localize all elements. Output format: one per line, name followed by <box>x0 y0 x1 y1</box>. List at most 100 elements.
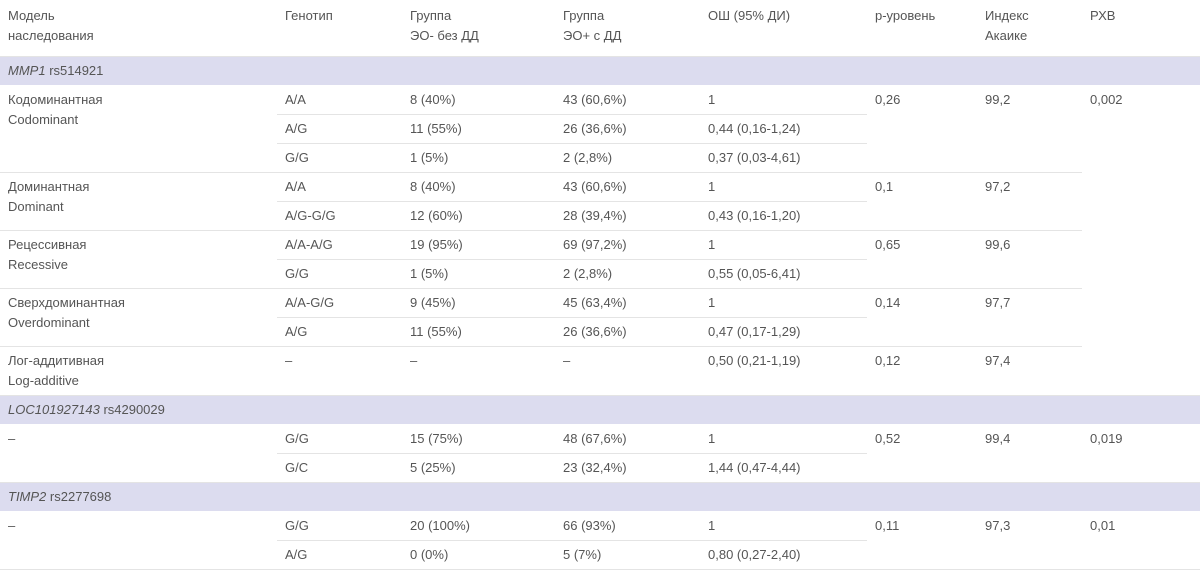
cell: A/A-G/G <box>277 288 402 318</box>
cell: 0,80 (0,27-2,40) <box>700 540 867 570</box>
data-row: Кодоминантная Codominant A/A 8 (40%) 43 (60… <box>0 85 1200 396</box>
cell: 11 (55%) <box>402 317 555 347</box>
cell: 19 (95%) <box>402 230 555 260</box>
header-cell: ОШ (95% ДИ) <box>700 0 867 57</box>
data-row: – G/G 15 (75%) 48 (67,6%) 1 0,52 99,4 0,019 <box>0 424 1200 483</box>
data-row: Сверхдоминантная Overdominant A/A-G/G 9 (4… <box>0 288 1200 347</box>
table-body: MMP1 rs514921 Кодоминантная Codominant A/A… <box>0 56 1200 570</box>
cell: A/A <box>277 172 402 202</box>
cell: G/G <box>277 424 402 454</box>
section-row: MMP1 rs514921 <box>0 56 1200 86</box>
cell: 0,55 (0,05-6,41) <box>700 259 867 289</box>
p-value: 0,12 <box>867 346 977 396</box>
cell: 2 (2,8%) <box>555 143 700 173</box>
cell: 0,44 (0,16-1,24) <box>700 114 867 144</box>
model-cell: Доминантная Dominant <box>0 172 277 231</box>
section-title: LOC101927143 rs4290029 <box>0 395 1200 425</box>
rxv: 0,002 <box>1082 85 1200 396</box>
cell: 43 (60,6%) <box>555 172 700 202</box>
cell: A/A <box>277 85 402 115</box>
cell: A/G <box>277 317 402 347</box>
header-cell: Группа ЭО- без ДД <box>402 0 555 57</box>
cell: 8 (40%) <box>402 172 555 202</box>
cell: 9 (45%) <box>402 288 555 318</box>
aic: 97,4 <box>977 346 1082 396</box>
cell: 1 <box>700 230 867 260</box>
section-row: LOC101927143 rs4290029 <box>0 395 1200 425</box>
model-cell: Кодоминантная Codominant <box>0 85 277 173</box>
p-value: 0,65 <box>867 230 977 289</box>
rxv: 0,019 <box>1082 424 1200 483</box>
cell: 1,44 (0,47-4,44) <box>700 453 867 483</box>
model-cell: Лог-аддитивная Log-additive <box>0 346 277 396</box>
cell: – <box>277 346 402 396</box>
cell: 5 (25%) <box>402 453 555 483</box>
aic: 99,2 <box>977 85 1082 173</box>
header-cell: Модель наследования <box>0 0 277 57</box>
cell: 43 (60,6%) <box>555 85 700 115</box>
header-cell: РХВ <box>1082 0 1200 57</box>
cell: 8 (40%) <box>402 85 555 115</box>
data-row: A/G 11 (55%) 26 (36,6%) 0,47 (0,17-1,29) <box>0 317 1200 347</box>
p-value: 0,14 <box>867 288 977 347</box>
cell: 66 (93%) <box>555 511 700 541</box>
header-row: Модель наследования Генотип Группа ЭО- без… <box>0 0 1200 57</box>
cell: – <box>402 346 555 396</box>
gene-name: MMP1 <box>8 63 46 78</box>
section-title: MMP1 rs514921 <box>0 56 1200 86</box>
header-cell: p-уровень <box>867 0 977 57</box>
cell: 23 (32,4%) <box>555 453 700 483</box>
p-value: 0,1 <box>867 172 977 231</box>
cell: 5 (7%) <box>555 540 700 570</box>
gene-name: LOC101927143 <box>8 402 100 417</box>
cell: 1 <box>700 424 867 454</box>
header-cell: Индекс Акаике <box>977 0 1082 57</box>
model-cell: – <box>0 511 277 570</box>
header-cell: Генотип <box>277 0 402 57</box>
cell: 1 <box>700 172 867 202</box>
cell: A/G <box>277 114 402 144</box>
cell: 20 (100%) <box>402 511 555 541</box>
data-row: G/G 1 (5%) 2 (2,8%) 0,37 (0,03-4,61) <box>0 143 1200 173</box>
cell: 2 (2,8%) <box>555 259 700 289</box>
p-value: 0,11 <box>867 511 977 570</box>
cell: 11 (55%) <box>402 114 555 144</box>
cell: A/G-G/G <box>277 201 402 231</box>
p-value: 0,26 <box>867 85 977 173</box>
section-title: TIMP2 rs2277698 <box>0 482 1200 512</box>
section-row: TIMP2 rs2277698 <box>0 482 1200 512</box>
model-cell: – <box>0 424 277 483</box>
cell: 0,47 (0,17-1,29) <box>700 317 867 347</box>
cell: G/G <box>277 259 402 289</box>
cell: 45 (63,4%) <box>555 288 700 318</box>
data-row: A/G-G/G 12 (60%) 28 (39,4%) 0,43 (0,16-1,20… <box>0 201 1200 231</box>
cell: 1 <box>700 511 867 541</box>
data-row: A/G 0 (0%) 5 (7%) 0,80 (0,27-2,40) <box>0 540 1200 570</box>
cell: 0,43 (0,16-1,20) <box>700 201 867 231</box>
header-cell: Группа ЭО+ с ДД <box>555 0 700 57</box>
data-row: – G/G 20 (100%) 66 (93%) 1 0,11 97,3 0,01 <box>0 511 1200 570</box>
cell: 0,37 (0,03-4,61) <box>700 143 867 173</box>
cell: 1 (5%) <box>402 143 555 173</box>
cell: A/G <box>277 540 402 570</box>
data-row: Доминантная Dominant A/A 8 (40%) 43 (60,6%)… <box>0 172 1200 231</box>
cell: 0 (0%) <box>402 540 555 570</box>
cell: G/G <box>277 511 402 541</box>
data-row: Рецессивная Recessive A/A-A/G 19 (95%) 69 (… <box>0 230 1200 289</box>
cell: G/C <box>277 453 402 483</box>
data-row: A/G 11 (55%) 26 (36,6%) 0,44 (0,16-1,24) <box>0 114 1200 144</box>
cell: 0,50 (0,21-1,19) <box>700 346 867 396</box>
data-row: Лог-аддитивная Log-additive – – –0,50 (0,21… <box>0 346 1200 396</box>
cell: 1 <box>700 288 867 318</box>
cell: A/A-A/G <box>277 230 402 260</box>
data-row: G/C 5 (25%) 23 (32,4%) 1,44 (0,47-4,44) <box>0 453 1200 483</box>
cell: 28 (39,4%) <box>555 201 700 231</box>
cell: 48 (67,6%) <box>555 424 700 454</box>
rxv: 0,01 <box>1082 511 1200 570</box>
cell: 12 (60%) <box>402 201 555 231</box>
cell: G/G <box>277 143 402 173</box>
snp-id: rs2277698 <box>49 489 112 504</box>
cell: 1 <box>700 85 867 115</box>
